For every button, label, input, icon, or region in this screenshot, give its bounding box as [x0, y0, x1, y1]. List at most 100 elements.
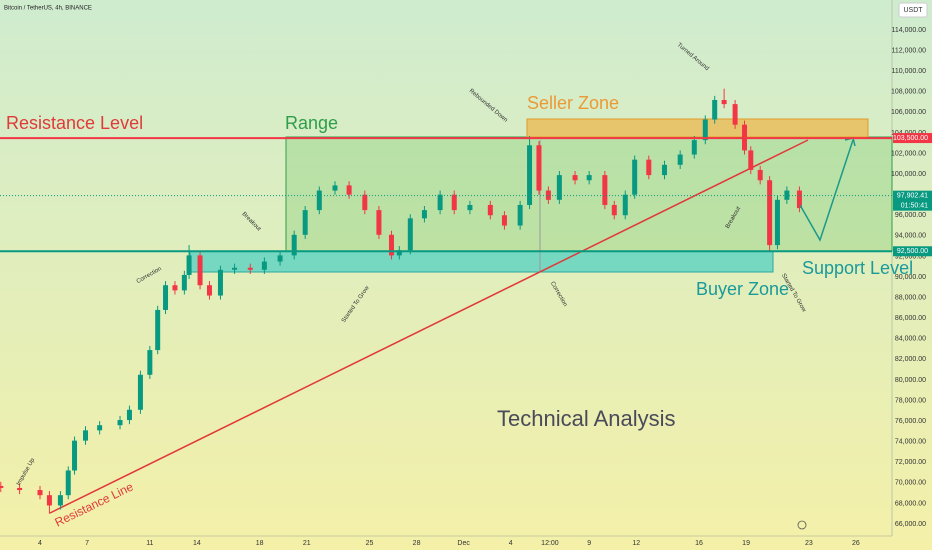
candle-body	[536, 145, 542, 191]
price-label-box	[893, 246, 932, 257]
candle-body	[57, 495, 63, 506]
x-tick-label: 7	[85, 540, 89, 547]
y-tick-label: 82,000.00	[895, 356, 926, 363]
x-tick-label: 12	[632, 540, 640, 547]
candle-body	[721, 99, 727, 105]
candle-body	[622, 194, 628, 216]
candle-body	[388, 234, 394, 256]
projection-path	[799, 139, 854, 242]
candle-body	[487, 204, 493, 216]
candle-body	[346, 185, 352, 195]
candle-body	[527, 145, 533, 205]
candle-body	[316, 190, 322, 211]
candle-body	[147, 350, 153, 375]
candle-body	[126, 409, 132, 421]
x-tick-label: 11	[146, 540, 153, 547]
y-tick-label: 96,000.00	[895, 212, 926, 219]
y-tick-label: 112,000.00	[891, 47, 926, 54]
candle-body	[586, 175, 592, 181]
candle-body	[774, 199, 780, 246]
resistance-line	[49, 139, 809, 514]
candle-body	[217, 269, 223, 296]
buyer-zone	[189, 250, 774, 273]
candle-body	[556, 175, 562, 200]
x-tick-label: 26	[852, 540, 860, 547]
y-tick-label: 72,000.00	[895, 459, 926, 466]
x-tick-label: 12:00	[541, 540, 559, 547]
price-label: 97,902.41	[897, 193, 928, 200]
x-tick-label: 21	[303, 540, 311, 547]
x-tick-label: 14	[193, 540, 201, 547]
y-tick-label: 100,000.00	[891, 171, 926, 178]
y-tick-label: 108,000.00	[891, 89, 926, 96]
annotation: Buyer Zone	[696, 279, 789, 299]
candle-body	[261, 261, 267, 270]
price-label: 103,500.00	[893, 135, 928, 142]
y-tick-label: 114,000.00	[891, 27, 926, 34]
candle-body	[72, 440, 78, 471]
candle-body	[796, 190, 802, 209]
x-tick-label: 25	[366, 540, 374, 547]
x-tick-label: 4	[38, 540, 42, 547]
price-label-box	[893, 133, 932, 144]
candle-body	[17, 487, 23, 491]
candle-body	[517, 204, 523, 226]
y-tick-label: 78,000.00	[895, 397, 926, 404]
y-tick-label: 74,000.00	[895, 439, 926, 446]
candle-body	[611, 204, 617, 216]
x-tick-label: 18	[256, 540, 264, 547]
annotation: Range	[285, 113, 338, 133]
y-tick-label: 70,000.00	[895, 480, 926, 487]
candle-body	[545, 190, 551, 200]
candle-body	[602, 175, 608, 205]
candle-body	[155, 309, 161, 351]
y-tick-label: 102,000.00	[891, 150, 926, 157]
candle-body	[0, 485, 4, 488]
annotation: Technical Analysis	[497, 406, 676, 431]
candle-body	[677, 154, 683, 165]
y-tick-label: 110,000.00	[891, 68, 926, 75]
seller-zone	[526, 118, 869, 138]
y-tick-label: 84,000.00	[895, 336, 926, 343]
candle-body	[172, 285, 178, 291]
price-label: 92,500.00	[897, 248, 928, 255]
candle-body	[702, 119, 708, 141]
candle-body	[291, 234, 297, 256]
y-tick-label: 92,000.00	[895, 253, 926, 260]
countdown: 01:50:41	[901, 203, 928, 210]
x-tick-label: 4	[509, 540, 513, 547]
candle-body	[451, 194, 457, 211]
candle-body	[421, 210, 427, 219]
candle-body	[396, 250, 402, 256]
x-tick-label: 16	[695, 540, 703, 547]
icon[interactable]	[797, 520, 807, 530]
x-tick-label: Dec	[457, 540, 470, 547]
candle-body	[302, 210, 308, 235]
candle-body	[97, 425, 103, 431]
candle-body	[757, 169, 763, 181]
currency-box[interactable]	[898, 2, 928, 18]
x-tick-label: 9	[587, 540, 591, 547]
candle-body	[163, 285, 169, 310]
candle-body	[137, 374, 143, 410]
price-label-box	[893, 190, 932, 211]
y-tick-label: 80,000.00	[895, 377, 926, 384]
candle-body	[186, 255, 192, 275]
candle-body	[407, 218, 413, 251]
candle-body	[362, 194, 368, 211]
y-tick-label: 66,000.00	[895, 521, 926, 528]
candle-body	[46, 495, 52, 506]
candle-body	[691, 140, 697, 155]
candle-body	[572, 175, 578, 181]
y-tick-label: 68,000.00	[895, 500, 926, 507]
candle-body	[646, 159, 652, 176]
candle-body	[197, 255, 203, 286]
chart-title: Bitcoin / TetherUS, 4h, BINANCE	[4, 6, 92, 12]
x-tick-label: 28	[413, 540, 421, 547]
y-tick-label: 106,000.00	[891, 109, 926, 116]
candle-body	[247, 267, 253, 270]
candle-body	[37, 490, 43, 496]
y-tick-label: 90,000.00	[895, 274, 926, 281]
candle-body	[661, 164, 667, 176]
